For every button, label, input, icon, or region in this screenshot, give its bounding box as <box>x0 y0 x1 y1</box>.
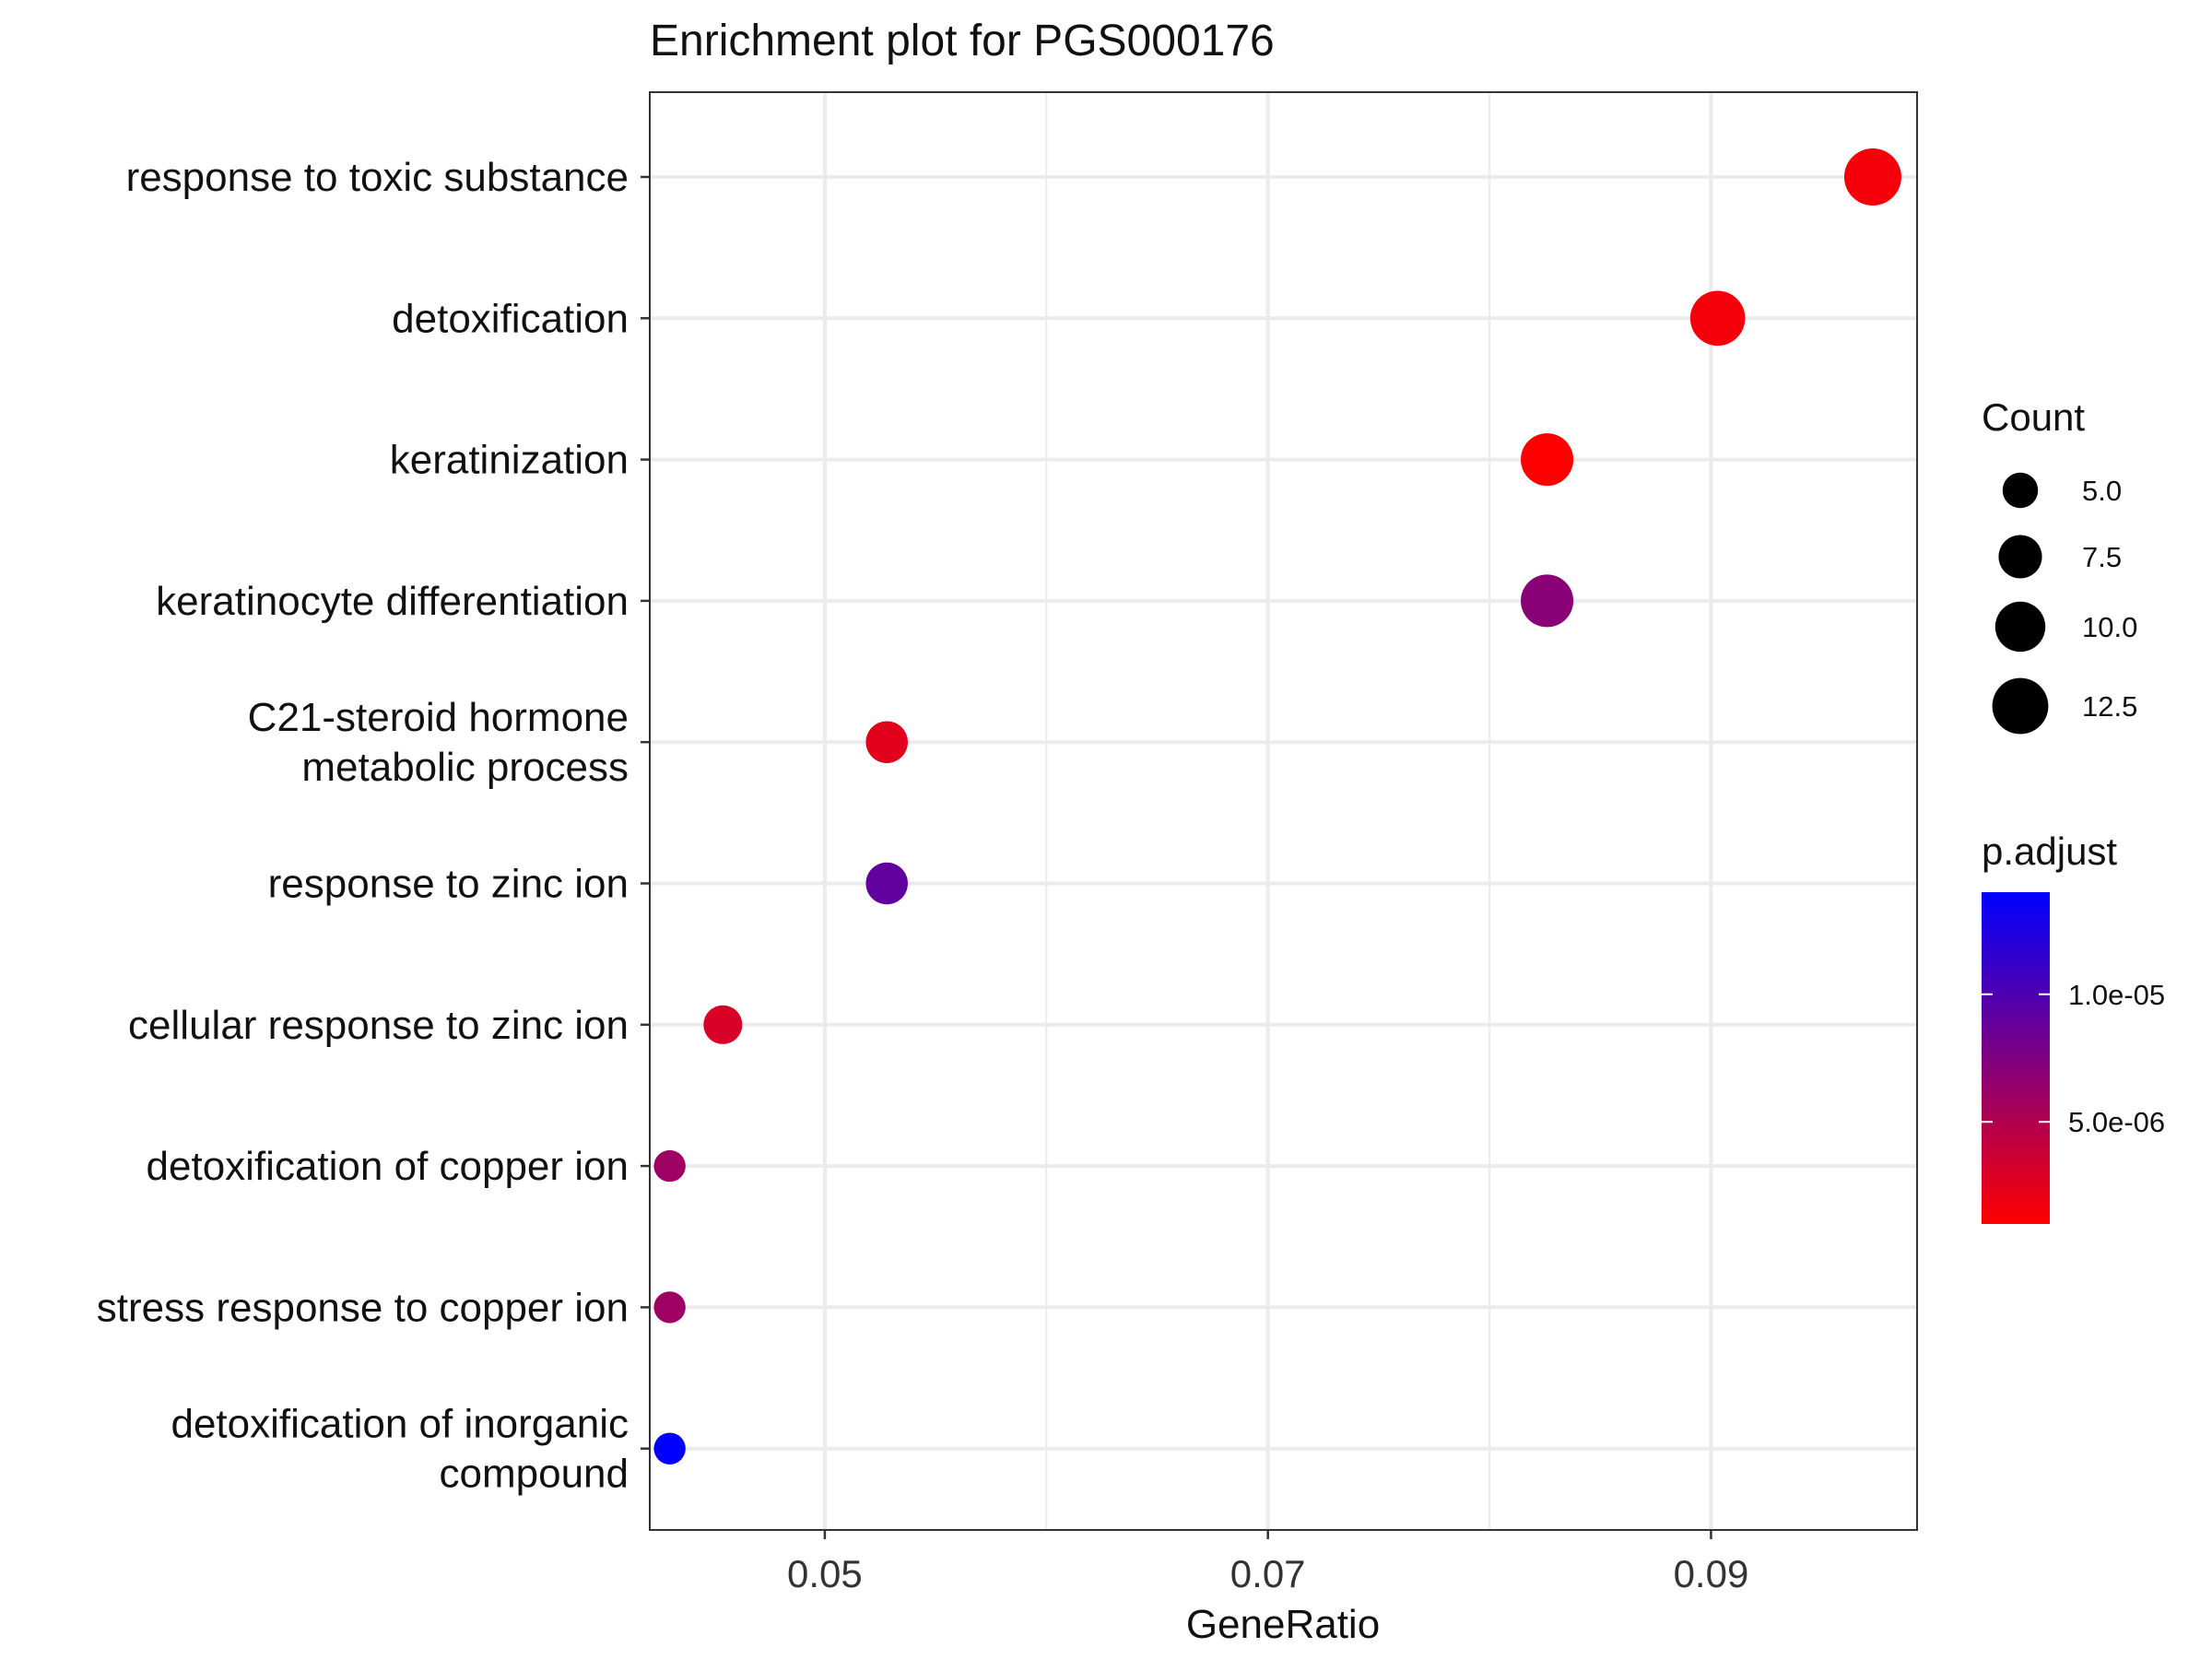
x-tick-label: 0.07 <box>1230 1552 1306 1595</box>
data-point <box>1521 433 1574 487</box>
p-adjust-legend: p.adjust 1.0e-05 5.0e-06 <box>1982 830 2165 1224</box>
count-legend-label: 7.5 <box>2082 541 2122 573</box>
data-point <box>653 1291 686 1324</box>
data-point <box>865 862 908 905</box>
count-legend: Count 5.0 7.5 10.0 12.5 <box>1982 395 2137 735</box>
data-point <box>865 721 908 763</box>
count-legend-key <box>1998 535 2042 579</box>
p-adjust-legend-title: p.adjust <box>1982 830 2117 873</box>
p-adjust-colorbar <box>1982 892 2050 1224</box>
colorbar-tick-label: 1.0e-05 <box>2068 979 2165 1011</box>
data-point <box>1689 290 1746 347</box>
y-category-label: keratinization <box>390 438 629 483</box>
y-axis: response to toxic substance detoxificatio… <box>97 155 650 1497</box>
chart-title: Enrichment plot for PGS000176 <box>650 17 1275 65</box>
x-axis-title: GeneRatio <box>1186 1602 1380 1647</box>
y-category-label: keratinocyte differentiation <box>156 579 629 624</box>
plot-panel-border <box>649 91 1918 1531</box>
count-legend-label: 12.5 <box>2082 690 2137 723</box>
colorbar-tick-label: 5.0e-06 <box>2068 1106 2165 1138</box>
y-category-label: response to toxic substance <box>126 155 629 200</box>
y-category-label: detoxification of copper ion <box>147 1144 629 1189</box>
count-legend-key <box>1992 677 2049 735</box>
y-category-label: detoxification of inorganic compound <box>171 1402 629 1497</box>
y-category-label: response to zinc ion <box>268 862 629 907</box>
count-legend-label: 10.0 <box>2082 611 2137 643</box>
data-points <box>653 147 1901 1465</box>
grid-lines <box>650 92 1917 1530</box>
count-legend-label: 5.0 <box>2082 475 2122 507</box>
x-tick-label: 0.09 <box>1674 1552 1749 1595</box>
y-category-label: detoxification <box>392 296 629 341</box>
data-point <box>653 1149 686 1182</box>
data-point <box>1843 147 1901 206</box>
x-axis: 0.05 0.07 0.09 <box>787 1530 1748 1595</box>
count-legend-title: Count <box>1982 395 2085 439</box>
data-point <box>703 1005 743 1044</box>
data-point <box>1521 574 1574 628</box>
data-point <box>653 1432 686 1465</box>
count-legend-key <box>2002 472 2039 509</box>
count-legend-key <box>1994 601 2046 653</box>
y-category-label: C21-steroid hormone metabolic process <box>248 695 629 790</box>
x-tick-label: 0.05 <box>787 1552 863 1595</box>
y-category-label: cellular response to zinc ion <box>128 1003 629 1048</box>
y-category-label: stress response to copper ion <box>97 1285 629 1330</box>
